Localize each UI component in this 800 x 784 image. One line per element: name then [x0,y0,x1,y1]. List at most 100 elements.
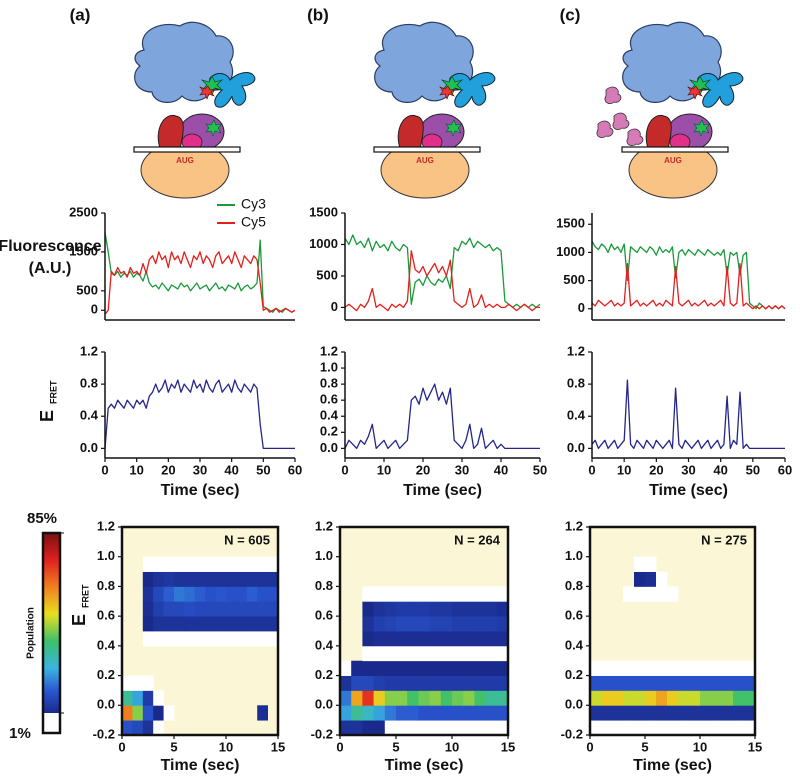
heat-cell [623,527,634,542]
heat-cell [634,616,645,631]
heat-cell [634,660,646,676]
heat-cell [184,631,196,647]
heat-cell [474,601,486,617]
x-tick-label: 20 [416,462,430,477]
heat-cell [700,601,711,616]
heat-cell [153,616,164,632]
heat-cell [396,542,408,557]
heat-cell [267,631,279,647]
heat-cell [722,601,733,616]
heat-cell [247,646,258,661]
y-tick-label: 500 [316,267,338,282]
heat-cell [132,527,143,542]
heat-cell [142,556,154,572]
x-tick-label: 20 [649,462,663,477]
heat-cell [667,646,678,661]
heat-cell [174,676,185,691]
heat-cell [722,720,734,736]
heat-cell [184,705,195,720]
y-tick-label: 0.6 [315,608,333,623]
colorbar: Population [26,531,62,735]
heat-cell [418,616,430,632]
heat-cell [205,527,216,542]
heat-cell [351,660,363,676]
heat-cell [711,601,722,616]
heat-cell [689,542,700,557]
y-axis-label: E FRET [69,584,91,626]
heat-cell [711,660,723,676]
heat-cell [496,631,509,647]
heat-cell [440,690,453,706]
y-axis-label: Fluorescence [0,238,102,255]
heat-cell [623,586,635,602]
heat-cell [174,631,185,647]
heat-cell [744,675,756,691]
heat-cell [678,660,690,676]
heat-cell [744,616,755,631]
y-tick-label: 0.0 [80,440,98,455]
heat-cell [340,616,352,631]
heat-cell [163,586,175,602]
heat-cell [485,616,498,632]
heat-cell [132,557,143,572]
heat-cell [247,690,258,705]
y-tick-label: 0.2 [315,667,333,682]
heat-cell [418,631,430,647]
y-tick-label: 0.0 [97,697,115,712]
heat-cell [463,720,475,736]
heat-cell [407,616,419,632]
heat-cell [184,527,195,542]
heat-cell [441,527,453,542]
heat-cell [396,586,408,602]
plot-frame [120,525,280,737]
heat-cell [667,720,679,736]
heat-cell [667,631,678,646]
heat-cell [340,631,352,646]
heat-cell [362,720,374,736]
heat-cell [236,661,247,676]
y-tick-label: 0.6 [565,608,583,623]
heat-cell [711,572,722,587]
heat-cell [474,557,486,572]
x-tick-label: 0 [341,462,348,477]
heat-cell [711,646,722,661]
heat-cell [226,601,237,617]
heat-cell [474,616,486,632]
heat-cell [236,705,247,720]
heat-cell [184,690,195,705]
heat-cell [711,557,722,572]
heat-cell [153,556,164,572]
heat-cell [122,572,133,587]
heat-cell [667,586,679,602]
heat-cell [340,705,352,721]
heat-cell [205,616,216,632]
heat-cell [351,705,363,721]
heat-cell [132,601,143,616]
colorbar-frame [41,531,62,735]
heat-cell [656,631,667,646]
heat-cell [656,675,668,691]
heat-cell [645,586,657,602]
cartoon: AUG [133,21,256,199]
heat-cell [612,527,623,542]
heat-cell [452,690,464,706]
heat-cell [247,661,258,676]
heat-cell [634,527,645,542]
heat-cell [667,690,679,706]
heat-cell [700,646,711,661]
heat-cell [374,527,386,542]
heat-cell [184,542,195,557]
heat-cell [132,586,143,601]
y-tick-label: -0.2 [93,726,115,741]
heat-cell [215,586,227,602]
heat-cell [474,586,486,602]
heat-cell [612,586,623,601]
heat-cell [384,690,397,706]
y-tick-label: 0.6 [97,608,115,623]
heat-cell [215,631,227,647]
heat-cell [733,572,744,587]
heat-cell [429,660,442,676]
trace [591,240,786,310]
heat-cell [623,542,634,557]
heat-cell [132,690,144,706]
